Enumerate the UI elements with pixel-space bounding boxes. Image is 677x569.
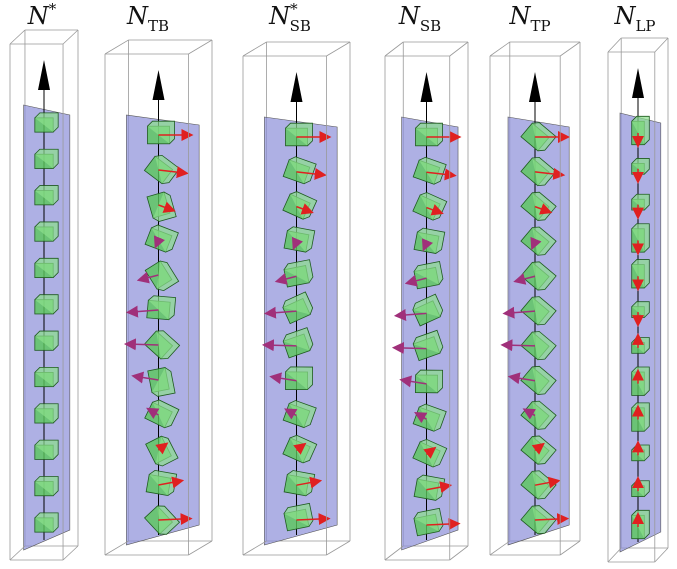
mesogen (414, 227, 445, 254)
panel: NTP (490, 2, 580, 555)
figure: N*NTBN*SBNSBNTPNLP (0, 0, 677, 569)
panel: NLP (608, 2, 668, 562)
axis-arrow (291, 72, 303, 102)
label-sub: SB (290, 17, 311, 35)
panel: N*SB (243, 0, 350, 555)
mesogen (283, 260, 314, 287)
mesogen (416, 123, 443, 146)
mesogen (632, 302, 650, 318)
polarization-arrow (127, 344, 159, 345)
box-edge (608, 548, 621, 562)
mesogen (632, 158, 650, 174)
mesogen (148, 367, 175, 398)
box-edge (385, 42, 403, 56)
mesogen (632, 338, 650, 354)
mesogen (632, 445, 650, 461)
axis-arrow (632, 68, 644, 98)
box-edge (243, 541, 267, 555)
mesogen (413, 508, 444, 536)
box-edge (326, 541, 350, 555)
box-edge (560, 42, 580, 56)
mesogen (147, 295, 176, 320)
mesogen (35, 113, 58, 132)
label-sub: SB (420, 17, 441, 35)
box-edge (560, 541, 580, 555)
mesogen (35, 476, 58, 495)
polarization-arrow (503, 345, 535, 346)
mesogen (35, 367, 58, 386)
mesogen (415, 370, 442, 393)
axis-arrow (421, 72, 433, 102)
panel-label: N* (27, 0, 57, 30)
panel-label: NLP (613, 2, 655, 35)
box-edge (188, 541, 212, 555)
box-edge (10, 30, 25, 44)
mesogen (35, 186, 58, 205)
mesogen (148, 121, 175, 144)
axis-arrow (38, 60, 50, 90)
label-sub: LP (635, 17, 655, 35)
mesogen (35, 404, 58, 423)
label-base: N (398, 2, 421, 30)
label-sub: TB (148, 17, 169, 35)
box-edge (243, 42, 267, 56)
mesogen (35, 258, 58, 277)
box-edge (105, 541, 129, 555)
box-edge (655, 548, 668, 562)
panel: N* (10, 0, 78, 560)
box-edge (490, 541, 510, 555)
mesogen (413, 261, 444, 288)
box-edge (450, 546, 468, 560)
mesogen (632, 510, 650, 538)
axis-arrow (529, 72, 541, 102)
label-sub: TP (530, 17, 550, 35)
box-edge (63, 30, 78, 44)
label-base: N (508, 2, 531, 30)
box-edge (188, 40, 212, 54)
label-base: N (27, 2, 50, 30)
mesogen (35, 440, 58, 459)
mesogen (35, 513, 58, 532)
mesogen (632, 194, 650, 210)
panel-label: NSB (398, 2, 441, 35)
panel: NTB (105, 2, 212, 555)
mesogen (284, 226, 315, 253)
mesogen (632, 403, 650, 431)
mesogen (286, 123, 313, 146)
panel-label: NTP (508, 2, 550, 35)
box-edge (490, 42, 510, 56)
box-edge (450, 42, 468, 56)
box-edge (326, 42, 350, 56)
panel-label: NTB (126, 2, 169, 35)
mesogen (285, 367, 312, 390)
mesogen (632, 116, 650, 144)
box-edge (10, 546, 25, 560)
box-edge (655, 38, 668, 52)
mesogen (632, 481, 650, 497)
label-sup: * (49, 0, 57, 18)
mesogen (35, 331, 58, 350)
mesogen (632, 224, 650, 252)
mesogen (632, 367, 650, 395)
polarization-arrow (265, 345, 297, 346)
label-base: N (268, 2, 291, 30)
label-sup: * (290, 0, 298, 18)
box-edge (608, 38, 621, 52)
label-base: N (126, 2, 149, 30)
mesogen (35, 222, 58, 241)
axis-arrow (153, 70, 165, 100)
mesogen (35, 295, 58, 314)
label-base: N (613, 2, 636, 30)
panel-label: N*SB (268, 0, 311, 35)
box-edge (105, 40, 129, 54)
mesogen (283, 503, 314, 531)
panel: NSB (385, 2, 468, 560)
polarization-arrow (395, 348, 427, 349)
box-edge (385, 546, 403, 560)
mesogen (632, 260, 650, 288)
box-edge (63, 546, 78, 560)
mesogen (35, 149, 58, 168)
